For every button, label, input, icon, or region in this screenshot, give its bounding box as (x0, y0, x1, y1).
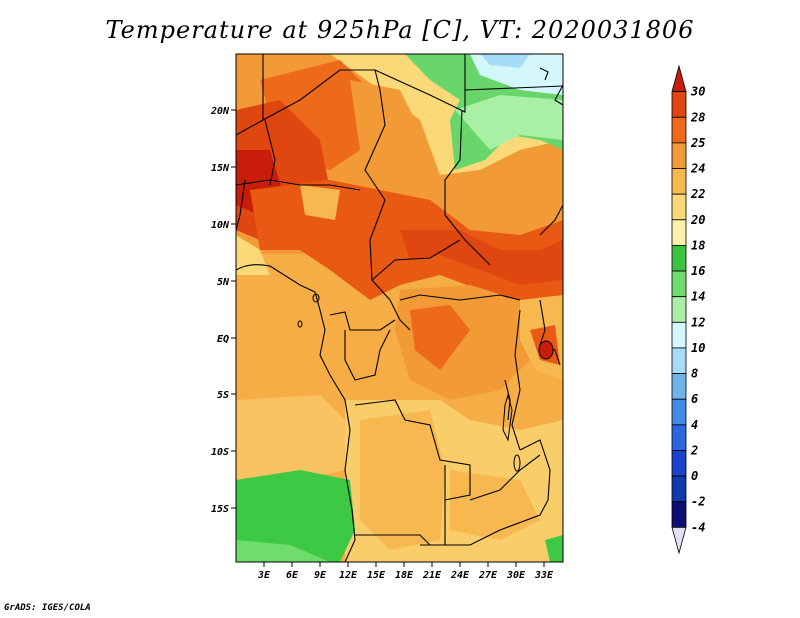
colorbar-label: 0 (691, 469, 698, 483)
lat-tick-label: 15N (211, 163, 230, 174)
colorbar-swatch (671, 245, 687, 272)
colorbar-label: 25 (690, 136, 705, 150)
colorbar-swatch (671, 168, 687, 195)
lat-tick-label: 15S (211, 504, 229, 515)
lat-tick-label: 10N (211, 220, 230, 231)
lon-tick-label: 27E (478, 570, 498, 581)
lon-tick-label: 6E (286, 570, 299, 581)
map-frame (235, 53, 564, 563)
colorbar-swatch (671, 219, 687, 246)
colorbar-swatch (671, 321, 687, 349)
lon-tick-label: 12E (339, 570, 358, 581)
colorbar-bottom-arrow (671, 526, 687, 555)
colorbar-label: -2 (691, 495, 705, 509)
colorbar-swatch (671, 91, 687, 118)
colorbar-label: 28 (690, 110, 705, 124)
colorbar-label: 6 (691, 392, 698, 406)
colorbar-swatch (671, 424, 687, 451)
colorbar-swatch (671, 270, 687, 298)
colorbar-swatch (671, 501, 687, 528)
colorbar-swatch (671, 475, 687, 503)
lon-tick-label: 15E (367, 570, 386, 581)
colorbar-swatch (671, 193, 687, 221)
colorbar-label: 16 (691, 264, 705, 278)
colorbar-label: 20 (690, 213, 705, 227)
colorbar-label: 22 (690, 187, 705, 201)
colorbar-label: 10 (691, 341, 705, 355)
temperature-field (236, 54, 563, 562)
lat-axis (231, 109, 236, 509)
lon-axis (263, 562, 545, 567)
colorbar-label: 12 (691, 315, 705, 329)
colorbar-swatch (671, 347, 687, 374)
colorbar-label: 24 (690, 162, 705, 176)
credit-text: GrADS: IGES/COLA (4, 603, 91, 613)
colorbar-swatch (671, 142, 687, 169)
colorbar-swatch (671, 398, 687, 426)
colorbar-label: 2 (690, 443, 698, 457)
lon-tick-label: 18E (395, 570, 414, 581)
colorbar-top-arrow (671, 64, 687, 93)
colorbar-swatch (671, 450, 687, 477)
colorbar-swatch (671, 296, 687, 323)
colorbar-label: 4 (691, 418, 698, 432)
colorbar-swatch (671, 116, 687, 144)
lat-tick-label: EQ (217, 334, 229, 345)
colorbar-label: -4 (691, 520, 705, 534)
colorbar-swatch (671, 373, 687, 400)
lon-tick-label: 30E (506, 570, 526, 581)
lon-tick-label: 33E (534, 570, 554, 581)
colorbar-label: 8 (691, 367, 698, 381)
colorbar-label: 18 (691, 238, 705, 252)
lon-tick-label: 21E (422, 570, 442, 581)
lon-tick-label: 3E (257, 570, 271, 581)
colorbar-label: 30 (690, 85, 705, 99)
lat-tick-label: 20N (210, 106, 230, 117)
lat-tick-label: 5N (217, 277, 230, 288)
lat-tick-label: 10S (211, 447, 229, 458)
colorbar (671, 64, 687, 555)
lat-tick-label: 5S (217, 390, 229, 401)
plot-title: Temperature at 925hPa [C], VT: 202003180… (105, 16, 695, 44)
lon-tick-label: 24E (450, 570, 470, 581)
colorbar-label: 14 (691, 290, 705, 304)
lon-tick-label: 9E (314, 570, 327, 581)
